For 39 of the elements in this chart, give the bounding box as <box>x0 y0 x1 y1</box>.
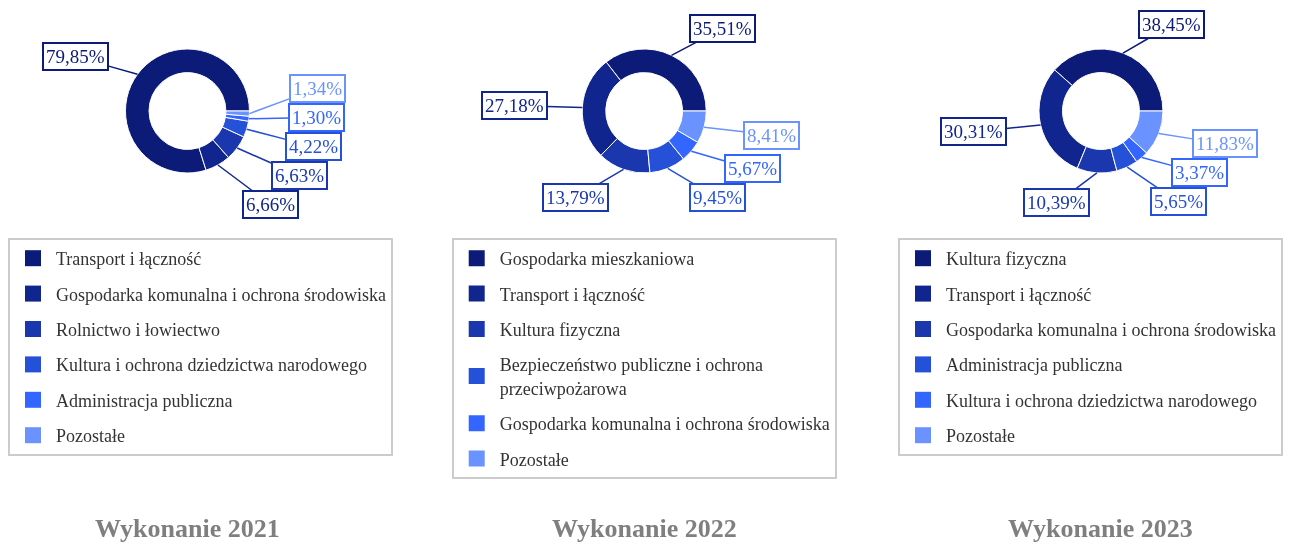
legend-label: Gospodarka komunalna i ochrona środowiska <box>499 414 830 435</box>
data-label: 11,83% <box>1196 133 1255 154</box>
legend-label: Kultura fizyczna <box>499 320 621 341</box>
legend-label: Bezpieczeństwo publiczne i ochrona przeciwpożarowa <box>499 355 764 399</box>
legend-label: Pozostałe <box>499 449 569 470</box>
legend-label: Transport i łączność <box>499 284 646 305</box>
legend-label: Administracja publiczna <box>56 390 233 411</box>
legend-label: Administracja publiczna <box>946 355 1123 376</box>
data-label: 10,39% <box>1027 192 1086 213</box>
data-label: 1,30% <box>292 107 342 128</box>
legend-label: Pozostałe <box>946 426 1015 447</box>
text: Wykonanie 2022 <box>552 514 737 543</box>
data-label: 9,45% <box>693 187 743 208</box>
legend-label: Gospodarka mieszkaniowa <box>499 249 695 270</box>
legend-label: Gospodarka komunalna i ochrona środowiska <box>56 284 386 305</box>
text: Wykonanie 2021 <box>95 514 280 543</box>
legend-label: Pozostałe <box>56 426 125 447</box>
data-label: 8,41% <box>747 125 797 146</box>
legend-label: Kultura i ochrona dziedzictwa narodowego <box>946 390 1257 411</box>
data-label: 6,63% <box>275 165 325 186</box>
legend-label: Transport i łączność <box>56 249 202 270</box>
text: Wykonanie 2023 <box>1008 514 1193 543</box>
data-label: 13,79% <box>546 187 605 208</box>
legend-label: Kultura i ochrona dziedzictwa narodowego <box>56 355 367 376</box>
data-label: 5,67% <box>728 158 778 179</box>
data-label: 35,51% <box>693 18 752 39</box>
legend-label: Rolnictwo i łowiectwo <box>56 320 220 341</box>
data-label: 79,85% <box>46 46 105 67</box>
legend-label: Transport i łączność <box>946 284 1092 305</box>
legend-label: Gospodarka komunalna i ochrona środowiska <box>946 320 1276 341</box>
data-label: 27,18% <box>485 95 544 116</box>
data-label: 6,66% <box>246 194 296 215</box>
legend-label: Kultura fizyczna <box>946 249 1067 270</box>
data-label: 38,45% <box>1142 14 1201 35</box>
data-label: 5,65% <box>1154 191 1204 212</box>
data-label: 1,34% <box>293 78 343 99</box>
data-label: 4,22% <box>289 136 339 157</box>
data-label: 3,37% <box>1175 162 1225 183</box>
data-label: 30,31% <box>944 121 1003 142</box>
